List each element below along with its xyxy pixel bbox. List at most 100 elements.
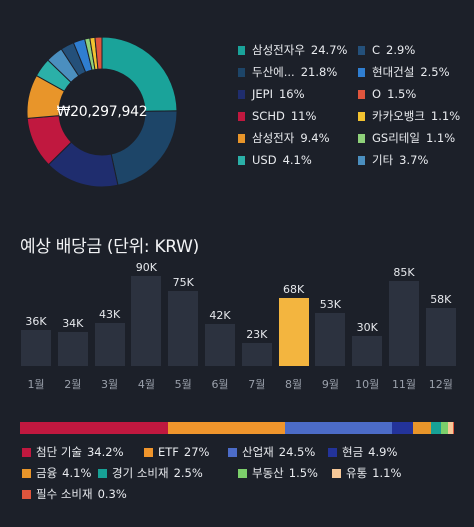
sector-name: ETF [158,445,179,459]
holding-percent: 9.4% [300,131,330,145]
dividend-bar[interactable] [389,281,419,366]
dividend-bar[interactable] [278,298,309,366]
dividend-bar-label: 42K [209,309,231,322]
sector-bar-segment[interactable] [452,422,454,434]
holding-item[interactable]: 카카오뱅크 1.1% [358,108,460,124]
sector-legend-item[interactable]: 유통 1.1% [332,465,401,481]
holding-name: SCHD [252,109,285,123]
month-label: 7월 [248,378,266,391]
month-label: 2월 [64,378,82,391]
holding-item[interactable]: O 1.5% [358,86,416,102]
sector-bar-segment[interactable] [441,422,448,434]
sector-percent: 1.1% [372,466,402,480]
dividend-bar[interactable] [94,323,125,366]
dividend-section-title: 예상 배당금 (단위: KRW) [20,237,199,257]
sector-percent: 2.5% [173,466,203,480]
donut-svg [26,36,178,188]
holding-item[interactable]: SCHD 11% [238,108,316,124]
holding-name: O [372,87,382,101]
dividend-bar[interactable] [315,313,346,366]
dividend-bar-group[interactable]: 43K [94,262,125,366]
sector-legend-item[interactable]: 산업재 24.5% [228,444,315,460]
dividend-bar-group[interactable]: 42K [205,262,235,366]
dividend-bar[interactable] [21,330,51,366]
holding-item[interactable]: 삼성전자우 24.7% [238,42,347,58]
holding-color-swatch [358,155,365,165]
sector-bar-segment[interactable] [20,422,169,434]
sector-legend-item[interactable]: 부동산 1.5% [238,465,318,481]
sector-percent: 27% [183,445,210,459]
holding-item[interactable]: 두산에... 21.8% [238,64,337,80]
holding-color-swatch [238,89,245,99]
dividend-bar[interactable] [241,343,272,366]
month-label: 6월 [211,378,229,391]
dividend-bar[interactable] [57,332,88,366]
sector-legend-item[interactable]: 첨단 기술 34.2% [22,444,124,460]
dividend-bar[interactable] [425,308,456,366]
holding-name: 카카오뱅크 [372,109,425,123]
sector-name: 금융 [36,466,58,480]
sector-bar-segment[interactable] [168,422,286,434]
holding-item[interactable]: USD 4.1% [238,152,312,168]
month-label: 9월 [321,378,339,391]
holding-color-swatch [238,67,245,77]
dividend-bar-group[interactable]: 75K [168,262,199,366]
portfolio-total: ₩20,297,942 [56,104,148,120]
dividend-bar-group[interactable]: 90K [131,261,162,366]
sector-color-swatch [22,489,31,499]
holding-percent: 1.5% [387,87,417,101]
sector-bar-segment[interactable] [430,422,442,434]
sector-legend-item[interactable]: 현금 4.9% [328,444,397,460]
dividend-bar[interactable] [131,276,162,366]
dividend-bar[interactable] [352,336,383,366]
holding-name: 삼성전자 [252,131,295,145]
holding-item[interactable]: JEPI 16% [238,86,305,102]
holding-color-swatch [238,45,245,55]
dividend-bar-label: 34K [62,317,84,330]
dividend-bar-group[interactable]: 58K [425,262,456,366]
sector-legend-item[interactable]: 경기 소비재 2.5% [98,465,203,481]
holding-item[interactable]: GS리테일 1.1% [358,130,455,146]
dividend-bar-group[interactable]: 34K [57,262,88,366]
portfolio-donut-chart: ₩20,297,942 [26,36,178,188]
sector-name: 현금 [342,445,364,459]
holding-name: JEPI [252,87,273,101]
holding-item[interactable]: 기타 3.7% [358,152,428,168]
holding-name: C [372,43,381,57]
sector-name: 경기 소비재 [112,466,169,480]
sector-bar-segment[interactable] [391,422,413,434]
dividend-bar-label: 85K [393,266,415,279]
holding-item[interactable]: C 2.9% [358,42,415,58]
holding-percent: 21.8% [300,65,338,79]
dividend-bar-group[interactable]: 53K [315,262,346,366]
holding-color-swatch [358,111,365,121]
dividend-month-axis: 1월 2월 3월 4월 5월 6월 7월 8월 9월 10월 11월 12월 [20,376,460,392]
sector-name: 산업재 [242,445,274,459]
donut-slice[interactable] [94,36,103,70]
sector-legend-item[interactable]: 필수 소비재 0.3% [22,486,127,502]
sector-legend-item[interactable]: 금융 4.1% [22,465,91,481]
sector-bar-segment[interactable] [285,422,392,434]
holding-percent: 1.1% [430,109,461,123]
sector-legend-item[interactable]: ETF 27% [144,444,209,460]
holding-item[interactable]: 현대건설 2.5% [358,64,450,80]
month-label: 10월 [355,378,380,391]
dividend-bar[interactable] [205,324,235,366]
dividend-bar-group[interactable]: 23K [241,262,272,366]
dividend-bar-group[interactable]: 85K [389,262,419,366]
holding-name: 기타 [372,153,394,167]
sector-bar-segment[interactable] [447,422,453,434]
dividend-bar-group[interactable]: 68K [278,262,309,366]
sector-allocation-bar [20,422,454,434]
dividend-bar-group[interactable]: 36K [21,262,51,366]
sector-color-swatch [22,447,31,457]
dividend-bar-label: 30K [356,321,378,334]
sector-name: 첨단 기술 [36,445,82,459]
dividend-bar[interactable] [168,291,199,366]
holding-color-swatch [238,133,245,143]
dividend-bar-label: 75K [172,276,194,289]
holding-item[interactable]: 삼성전자 9.4% [238,130,330,146]
sector-bar-segment[interactable] [412,422,431,434]
holding-percent: 16% [278,87,305,101]
dividend-bar-group[interactable]: 30K [352,262,383,366]
